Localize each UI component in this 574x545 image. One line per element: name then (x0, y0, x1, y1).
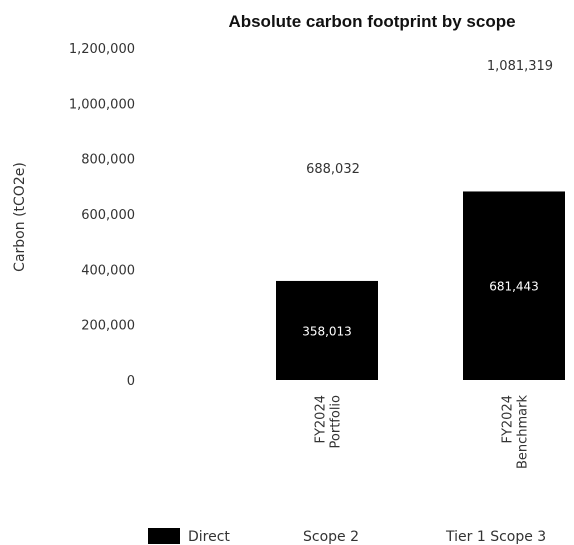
chart-title: Absolute carbon footprint by scope (228, 12, 515, 31)
category-label-line: Portfolio (329, 395, 344, 449)
bar-direct (276, 280, 378, 380)
y-tick-label: 600,000 (81, 208, 135, 223)
y-tick-label: 800,000 (81, 153, 135, 168)
y-axis-label: Carbon (tCO2e) (12, 162, 28, 272)
total-label: 1,081,319 (487, 59, 553, 74)
category-label-line: FY2024 (314, 395, 329, 444)
y-tick-label: 1,000,000 (69, 97, 135, 112)
legend-item-label: Scope 2 (303, 529, 359, 545)
category-label: FY2024 Benchmark (501, 395, 531, 470)
total-label: 688,032 (306, 162, 360, 177)
y-tick-label: 1,200,000 (69, 42, 135, 57)
total-labels: 688,032 1,081,319 (306, 59, 553, 177)
category-label-line: FY2024 (501, 395, 516, 444)
category-label: FY2024 Portfolio (314, 395, 344, 449)
bar-direct (463, 191, 565, 380)
y-tick-label: 200,000 (81, 319, 135, 334)
bars: 358,013 681,443 (276, 191, 565, 380)
category-labels: FY2024 Portfolio FY2024 Benchmark (314, 395, 531, 470)
category-label-line: Benchmark (516, 395, 531, 470)
legend-item-label: Direct (188, 529, 230, 545)
y-tick-label: 0 (127, 374, 135, 389)
bar-value-label: 681,443 (489, 280, 539, 294)
legend-swatch-direct (148, 528, 180, 544)
legend: Direct Scope 2 Tier 1 Scope 3 (148, 528, 546, 545)
legend-item-label: Tier 1 Scope 3 (445, 529, 546, 545)
y-axis-ticks: 0 200,000 400,000 600,000 800,000 1,000,000 1,… (69, 42, 135, 389)
bar-value-label: 358,013 (302, 324, 352, 338)
y-tick-label: 400,000 (81, 263, 135, 278)
